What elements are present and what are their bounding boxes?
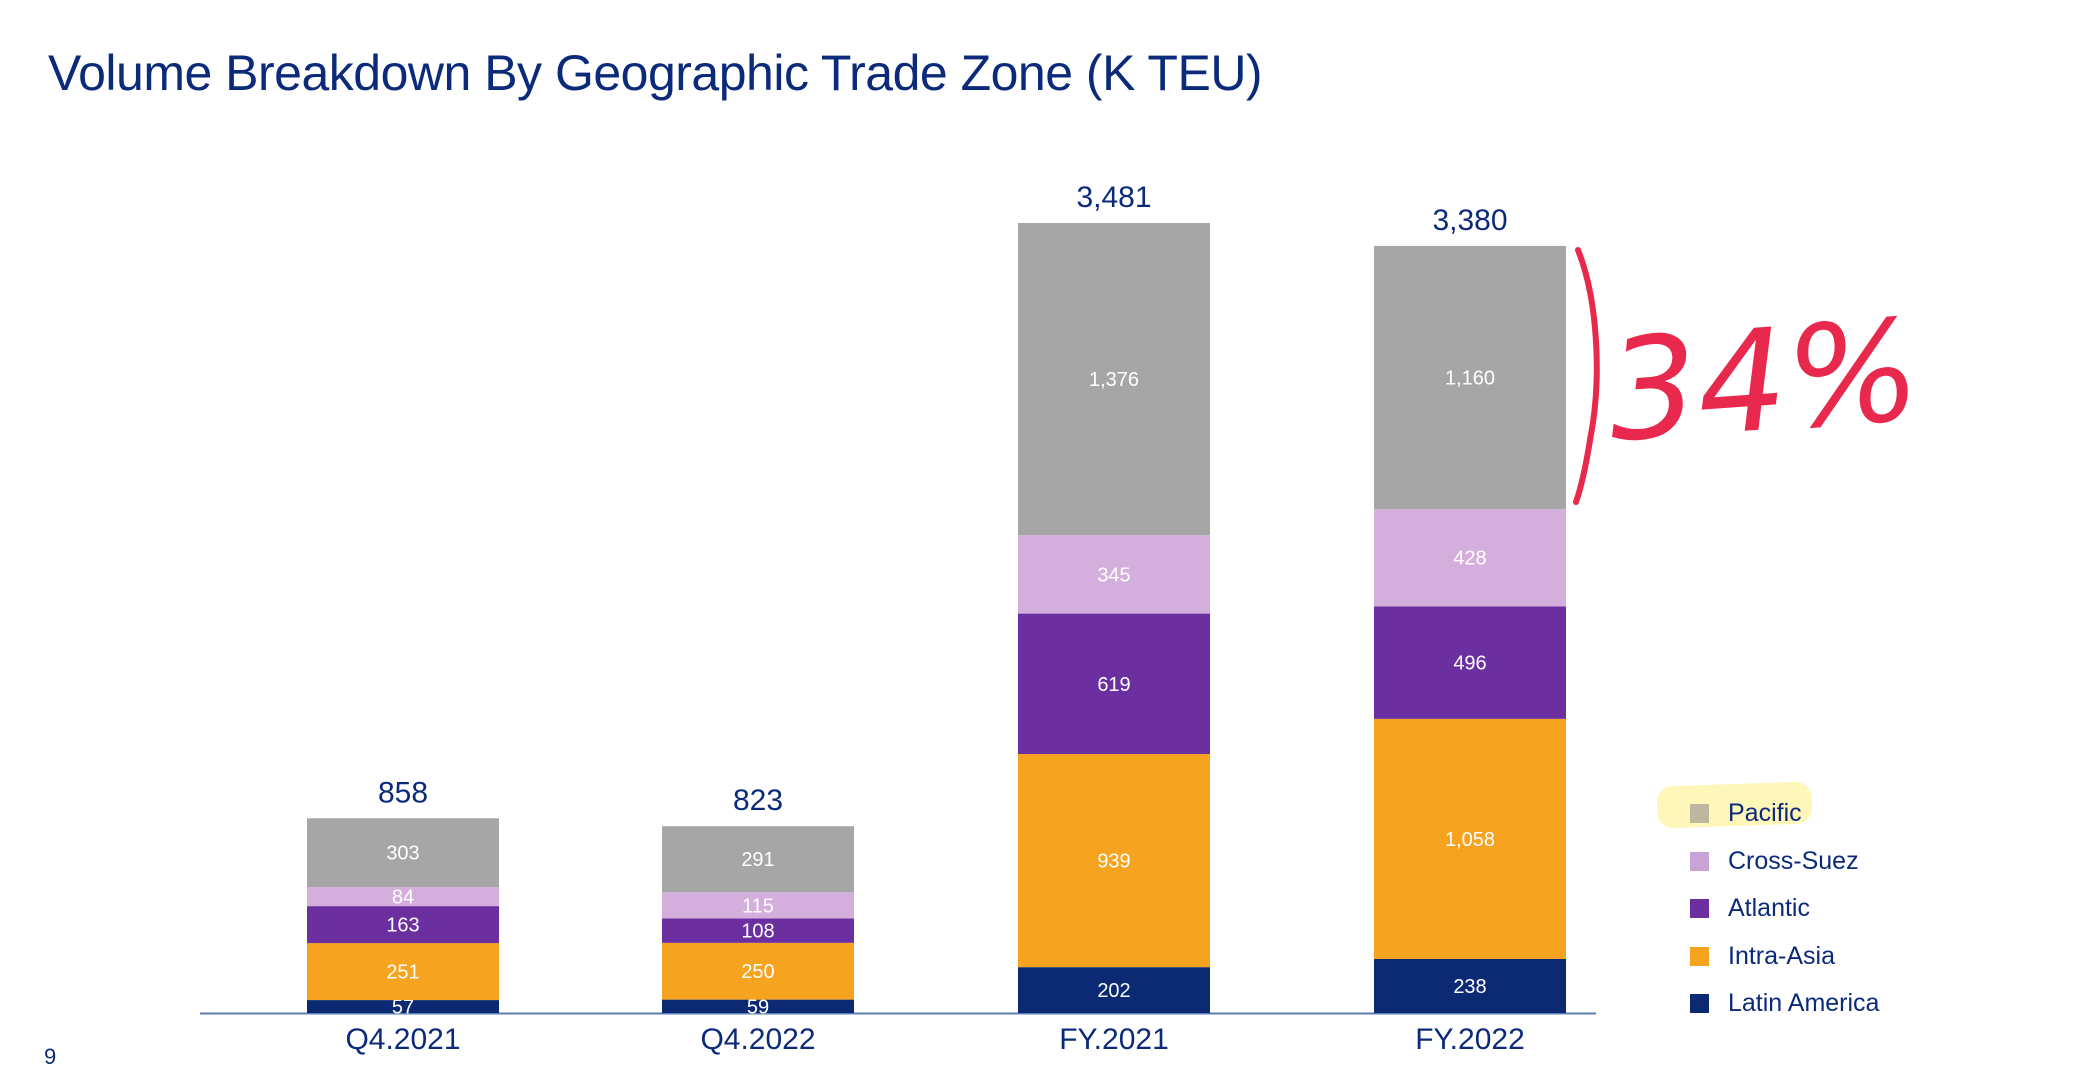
page-title: Volume Breakdown By Geographic Trade Zon… (48, 45, 1263, 101)
legend-item-pacific: Pacific (1690, 790, 1879, 838)
bar-segment-cross-suez (662, 892, 854, 919)
x-tick-label: FY.2022 (1415, 1023, 1525, 1056)
data-label-pacific: 1,160 (1445, 368, 1495, 390)
legend-label-cross-suez: Cross-Suez (1728, 846, 1859, 875)
data-label-pacific: 303 (386, 843, 419, 865)
x-tick-label: FY.2021 (1059, 1023, 1169, 1056)
legend-swatch-intra-asia (1690, 946, 1709, 966)
page-number: 9 (44, 1044, 57, 1069)
data-label-intra-asia: 251 (386, 962, 419, 984)
legend-swatch-atlantic (1690, 899, 1709, 919)
bar-segment-atlantic (1018, 613, 1210, 755)
data-label-intra-asia: 939 (1097, 851, 1130, 873)
x-tick-label: Q4.2022 (700, 1023, 815, 1056)
handwritten-annotation: 34% (1573, 247, 1925, 505)
bar-segment-intra-asia (307, 943, 499, 1001)
bar-segment-pacific (307, 818, 499, 888)
data-label-pacific: 1,376 (1089, 369, 1139, 391)
data-label-atlantic: 163 (386, 915, 419, 937)
data-label-cross-suez: 115 (742, 895, 774, 917)
bar-total-label: 3,481 (1076, 181, 1151, 214)
bar-segment-latin-america (307, 1000, 499, 1013)
data-label-latin-america: 202 (1097, 980, 1130, 1002)
data-label-atlantic: 108 (741, 921, 774, 943)
bar-total-label: 3,380 (1432, 204, 1507, 237)
legend-label-pacific: Pacific (1728, 799, 1802, 828)
data-label-latin-america: 59 (747, 996, 769, 1018)
data-label-pacific: 291 (741, 849, 774, 871)
data-label-atlantic: 619 (1097, 674, 1130, 696)
bar-segment-pacific (1374, 245, 1566, 510)
bar-segment-intra-asia (1018, 754, 1210, 968)
bar-segment-atlantic (307, 906, 499, 944)
data-label-latin-america: 238 (1453, 976, 1486, 998)
bar-segment-pacific (662, 826, 854, 893)
bar-segment-pacific (1018, 223, 1210, 536)
legend-label-intra-asia: Intra-Asia (1728, 941, 1835, 970)
data-label-cross-suez: 428 (1453, 548, 1486, 570)
legend-swatch-cross-suez (1690, 851, 1709, 871)
legend-item-atlantic: Atlantic (1690, 885, 1879, 933)
bar-total-label: 858 (378, 776, 428, 809)
legend-label-atlantic: Atlantic (1728, 894, 1810, 923)
bar-segment-latin-america (662, 999, 854, 1013)
bar-segment-cross-suez (307, 887, 499, 907)
bar-segment-intra-asia (1374, 718, 1566, 959)
bar-segment-latin-america (1374, 958, 1566, 1013)
bar-segment-intra-asia (662, 942, 854, 1000)
bar-segment-latin-america (1018, 967, 1210, 1013)
legend-item-cross-suez: Cross-Suez (1690, 838, 1879, 886)
bar-segment-atlantic (662, 918, 854, 943)
handwritten-bracket (1573, 247, 1600, 505)
data-label-cross-suez: 345 (1097, 564, 1130, 586)
legend-item-latin-america: Latin America (1690, 980, 1879, 1028)
bar-segment-cross-suez (1374, 509, 1566, 607)
data-label-latin-america: 57 (392, 997, 414, 1019)
legend-item-intra-asia: Intra-Asia (1690, 933, 1879, 981)
bar-total-label: 823 (733, 784, 783, 817)
handwritten-note: 34% (1603, 290, 1925, 474)
legend-label-latin-america: Latin America (1728, 989, 1880, 1018)
data-label-intra-asia: 1,058 (1445, 829, 1495, 851)
data-label-atlantic: 496 (1453, 653, 1486, 675)
legend-swatch-pacific (1690, 804, 1709, 824)
legend-swatch-latin-america (1690, 994, 1709, 1014)
x-tick-label: Q4.2021 (345, 1023, 460, 1056)
data-label-intra-asia: 250 (741, 961, 774, 983)
bar-segment-cross-suez (1018, 535, 1210, 614)
bar-segment-atlantic (1374, 606, 1566, 719)
chart-legend: Pacific Cross-Suez Atlantic Intra-Asia L… (1690, 790, 1879, 1028)
data-label-cross-suez: 84 (392, 887, 414, 909)
